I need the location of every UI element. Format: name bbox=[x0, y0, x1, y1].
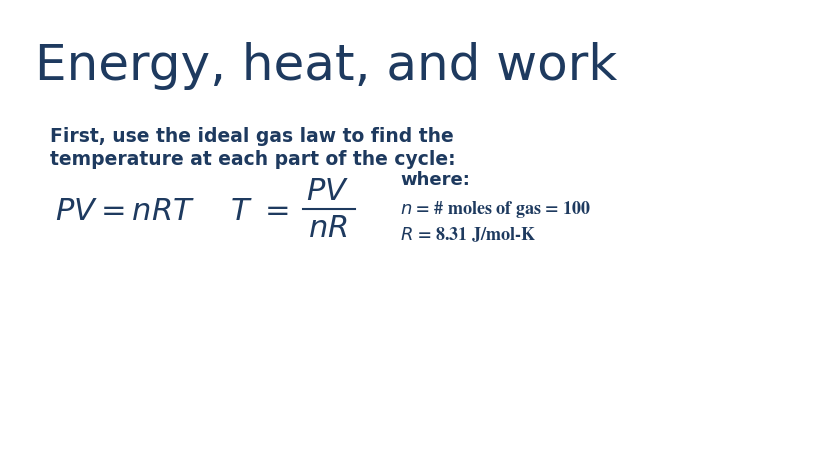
Text: $PV = nRT$: $PV = nRT$ bbox=[55, 198, 195, 226]
Text: temperature at each part of the cycle:: temperature at each part of the cycle: bbox=[50, 150, 455, 169]
Text: $PV$: $PV$ bbox=[307, 178, 349, 206]
Text: where:: where: bbox=[400, 171, 470, 189]
Text: Energy, heat, and work: Energy, heat, and work bbox=[35, 42, 617, 90]
Text: $\mathit{R}$ = 8.31 J/mol-K: $\mathit{R}$ = 8.31 J/mol-K bbox=[400, 226, 536, 244]
Text: $\mathit{n}$ = # moles of gas = 100: $\mathit{n}$ = # moles of gas = 100 bbox=[400, 198, 592, 219]
Text: First, use the ideal gas law to find the: First, use the ideal gas law to find the bbox=[50, 127, 454, 146]
Text: $T\ =$: $T\ =$ bbox=[230, 198, 289, 226]
Text: $nR$: $nR$ bbox=[308, 215, 348, 243]
